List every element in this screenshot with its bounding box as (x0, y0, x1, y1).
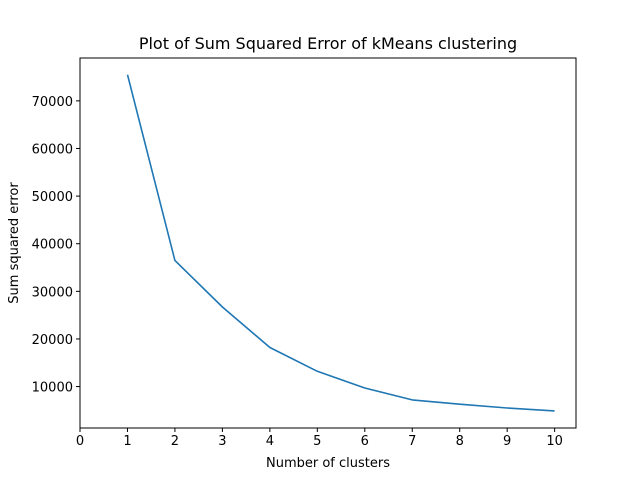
x-tick-label: 3 (218, 434, 226, 449)
y-axis-ticks: 10000 20000 30000 40000 50000 60000 70000 (32, 95, 80, 396)
x-tick-label: 0 (76, 434, 84, 449)
x-tick-label: 7 (408, 434, 416, 449)
y-tick-label: 30000 (32, 285, 73, 300)
x-tick-label: 9 (503, 434, 511, 449)
x-axis-ticks: 0 1 2 3 4 5 6 7 8 9 10 (76, 428, 563, 449)
x-axis-label: Number of clusters (266, 456, 390, 471)
y-tick-label: 70000 (32, 95, 73, 110)
x-tick-label: 2 (171, 434, 179, 449)
y-tick-label: 20000 (32, 333, 73, 348)
y-axis-label: Sum squared error (7, 182, 22, 304)
x-tick-label: 6 (361, 434, 369, 449)
x-tick-label: 8 (456, 434, 464, 449)
x-tick-label: 10 (546, 434, 563, 449)
y-tick-label: 60000 (32, 142, 73, 157)
y-tick-label: 40000 (32, 238, 73, 253)
y-tick-label: 50000 (32, 190, 73, 205)
plot-area (79, 57, 577, 429)
chart-title: Plot of Sum Squared Error of kMeans clus… (139, 34, 517, 53)
x-tick-label: 1 (123, 434, 131, 449)
x-tick-label: 4 (266, 434, 274, 449)
y-tick-label: 10000 (32, 381, 73, 396)
x-tick-label: 5 (313, 434, 321, 449)
series-line (126, 74, 555, 412)
series-layer (126, 74, 555, 412)
